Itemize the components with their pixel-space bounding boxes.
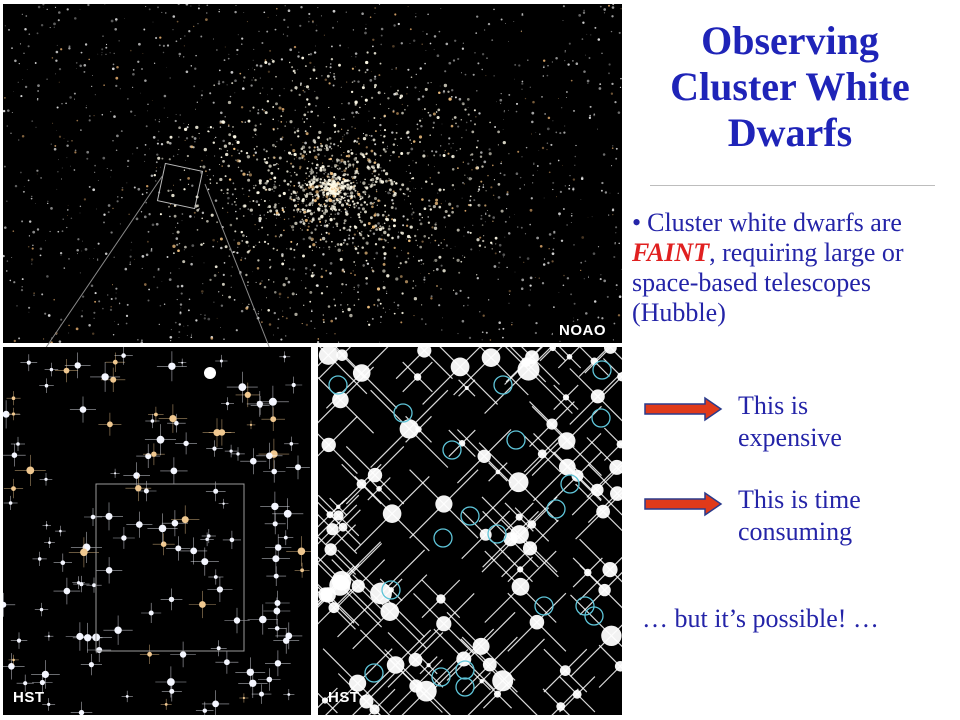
starfield-hst-zoom — [318, 347, 622, 715]
closing-remark: … but it’s possible! … — [642, 604, 879, 633]
note-expensive: This is expensive — [738, 391, 842, 452]
starfield-noao — [3, 4, 622, 343]
bullet-dot-icon: • — [632, 208, 642, 237]
bullet-text-end: , requiring large or space-based telesco… — [632, 238, 904, 327]
cluster-image-hst-zoom: HST — [318, 347, 622, 715]
bullet-point: • Cluster white dwarfs are FAINT, requiri… — [632, 208, 952, 328]
note-time-consuming: This is time consuming — [738, 485, 861, 546]
starfield-hst-wide — [3, 347, 311, 715]
right-arrow-icon — [644, 491, 723, 517]
slide-title: Observing Cluster White Dwarfs — [670, 18, 910, 155]
cluster-image-noao: NOAO — [3, 4, 622, 343]
hst-credit-right: HST — [328, 689, 360, 706]
bullet-emphasis: FAINT — [632, 238, 710, 267]
bullet-text-start: Cluster white dwarfs are — [647, 208, 902, 237]
zoom-connector-lines — [44, 174, 271, 350]
title-divider — [650, 185, 935, 186]
right-arrow-icon — [644, 396, 723, 422]
hst-credit-left: HST — [13, 689, 45, 706]
noao-credit: NOAO — [559, 322, 606, 339]
cluster-image-hst-wide: HST — [3, 347, 311, 715]
